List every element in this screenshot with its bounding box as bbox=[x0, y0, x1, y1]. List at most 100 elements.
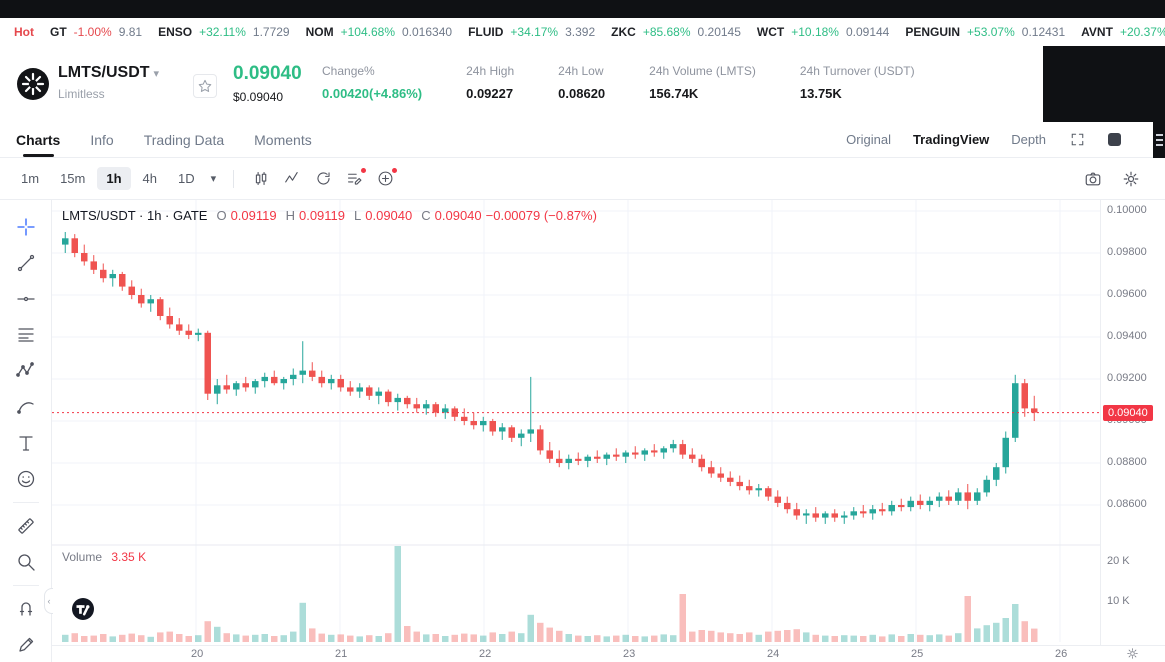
toolbar-collapse-handle[interactable]: ‹ bbox=[44, 588, 53, 614]
volume-bar bbox=[470, 634, 477, 642]
timeframe-1h[interactable]: 1h bbox=[97, 167, 131, 190]
candle-body bbox=[698, 458, 705, 468]
candle-body bbox=[119, 274, 126, 287]
fib-retracement-tool-icon[interactable] bbox=[9, 318, 43, 352]
brush-tool-icon[interactable] bbox=[9, 390, 43, 424]
ticker-bar: Hot GT -1.00% 9.81 ENSO +32.11% 1.7729 NOM +104… bbox=[0, 18, 1165, 46]
candle-body bbox=[869, 509, 876, 514]
volume-bar bbox=[176, 634, 183, 642]
horizontal-line-tool-icon[interactable] bbox=[9, 282, 43, 316]
volume-bar bbox=[100, 634, 107, 642]
axis-settings-gear-icon[interactable] bbox=[1126, 647, 1139, 660]
tab-info[interactable]: Info bbox=[90, 131, 114, 148]
add-indicator-icon[interactable] bbox=[371, 165, 399, 193]
candle-body bbox=[784, 502, 791, 510]
volume-bar bbox=[385, 633, 392, 642]
ticker-symbol: WCT bbox=[756, 25, 785, 39]
ticker-item[interactable]: PENGUIN +53.07% 0.12431 bbox=[905, 25, 1065, 39]
ticker-item[interactable]: GT -1.00% 9.81 bbox=[50, 25, 142, 39]
magnet-tool-icon[interactable] bbox=[9, 592, 43, 626]
chart-mode-depth[interactable]: Depth bbox=[1011, 132, 1046, 147]
volume-bar bbox=[423, 634, 430, 642]
price-axis[interactable]: 0.10000 0.09800 0.09600 0.09400 0.09200 0.090… bbox=[1100, 200, 1165, 645]
order-list-icon[interactable] bbox=[340, 165, 368, 193]
tab-charts[interactable]: Charts bbox=[16, 122, 60, 157]
camera-snapshot-icon[interactable] bbox=[1079, 165, 1107, 193]
hot-label[interactable]: Hot bbox=[14, 25, 34, 39]
chart-mode-original[interactable]: Original bbox=[846, 132, 891, 147]
trend-line-tool-icon[interactable] bbox=[9, 246, 43, 280]
stat-label: 24h Low bbox=[558, 64, 604, 78]
tradingview-logo[interactable] bbox=[70, 596, 96, 625]
last-price: 0.09040 bbox=[233, 63, 302, 84]
tab-moments[interactable]: Moments bbox=[254, 131, 312, 148]
timeframe-15m[interactable]: 15m bbox=[60, 171, 86, 186]
emoji-tool-icon[interactable] bbox=[9, 462, 43, 496]
stat-value: 0.08620 bbox=[558, 86, 606, 101]
volume-bar bbox=[746, 632, 753, 642]
timeframe-1d[interactable]: 1D bbox=[178, 171, 195, 186]
volume-bar bbox=[328, 634, 335, 642]
indicators-icon[interactable] bbox=[278, 165, 306, 193]
timeframe-4h[interactable]: 4h bbox=[142, 171, 157, 186]
volume-bar bbox=[461, 633, 468, 642]
volume-axis-label: 20 K bbox=[1107, 555, 1130, 567]
candle-body bbox=[841, 515, 848, 518]
timeframe-dropdown-caret[interactable]: ▾ bbox=[210, 173, 217, 185]
ticker-item[interactable]: NOM +104.68% 0.016340 bbox=[306, 25, 452, 39]
volume-bar bbox=[223, 633, 230, 642]
pair-selector[interactable]: LMTS/USDT ▾ Limitless bbox=[58, 64, 159, 101]
volume-bar bbox=[214, 626, 221, 642]
ticker-symbol: PENGUIN bbox=[905, 25, 961, 39]
ticker-item[interactable]: ENSO +32.11% 1.7729 bbox=[158, 25, 290, 39]
crosshair-tool-icon[interactable] bbox=[9, 210, 43, 244]
refresh-icon[interactable] bbox=[309, 165, 337, 193]
candle-body bbox=[907, 500, 914, 508]
ticker-item[interactable]: AVNT+20.37%0.3432 bbox=[1081, 25, 1165, 39]
layout-square-icon[interactable] bbox=[1108, 133, 1121, 146]
favorite-star-button[interactable] bbox=[193, 74, 217, 98]
timeframe-1m[interactable]: 1m bbox=[21, 171, 40, 186]
candle-body bbox=[651, 450, 658, 453]
pattern-tool-icon[interactable] bbox=[9, 354, 43, 388]
stat-24h-turnover-usdt-: 24h Turnover (USDT) 13.75K bbox=[800, 64, 915, 101]
volume-bar bbox=[81, 636, 88, 642]
candle-body bbox=[755, 488, 762, 491]
chart-mode-tradingview[interactable]: TradingView bbox=[912, 132, 990, 147]
candlestick-chart[interactable] bbox=[52, 200, 1100, 645]
time-axis[interactable]: 20 21 22 23 24 25 26 bbox=[52, 645, 1165, 662]
candle-body bbox=[138, 295, 145, 304]
volume-bar bbox=[774, 630, 781, 642]
volume-bar bbox=[651, 635, 658, 642]
text-tool-icon[interactable] bbox=[9, 426, 43, 460]
volume-bar bbox=[841, 635, 848, 642]
measure-ruler-tool-icon[interactable] bbox=[9, 509, 43, 543]
candle-body bbox=[850, 511, 857, 516]
volume-bar bbox=[261, 634, 268, 642]
candle-body bbox=[955, 492, 962, 501]
stat-value: 13.75K bbox=[799, 86, 842, 101]
fullscreen-icon[interactable] bbox=[1068, 131, 1086, 149]
time-axis-label: 25 bbox=[911, 648, 924, 660]
edit-pencil-tool-icon[interactable] bbox=[9, 628, 43, 662]
candle-body bbox=[356, 387, 363, 392]
volume-bar bbox=[679, 594, 686, 642]
volume-bar bbox=[831, 636, 838, 642]
ticker-price: 3.392 bbox=[565, 25, 596, 39]
chart-style-icon[interactable] bbox=[247, 165, 275, 193]
volume-bar bbox=[727, 633, 734, 642]
side-menu-hamburger-icon[interactable] bbox=[1153, 122, 1165, 158]
candle-body bbox=[641, 450, 648, 455]
tab-trading-data[interactable]: Trading Data bbox=[143, 131, 225, 148]
volume-bar bbox=[90, 635, 97, 642]
pair-logo bbox=[16, 67, 50, 104]
settings-gear-icon[interactable] bbox=[1117, 165, 1145, 193]
ticker-item[interactable]: FLUID +34.17% 3.392 bbox=[468, 25, 595, 39]
pair-dropdown-caret[interactable]: ▾ bbox=[153, 68, 160, 80]
price-axis-label: 0.09200 bbox=[1107, 372, 1147, 384]
zoom-tool-icon[interactable] bbox=[9, 545, 43, 579]
ticker-symbol: NOM bbox=[305, 25, 334, 39]
time-axis-label: 24 bbox=[767, 648, 780, 660]
ticker-item[interactable]: ZKC +85.68% 0.20145 bbox=[611, 25, 741, 39]
ticker-item[interactable]: WCT +10.18% 0.09144 bbox=[757, 25, 889, 39]
